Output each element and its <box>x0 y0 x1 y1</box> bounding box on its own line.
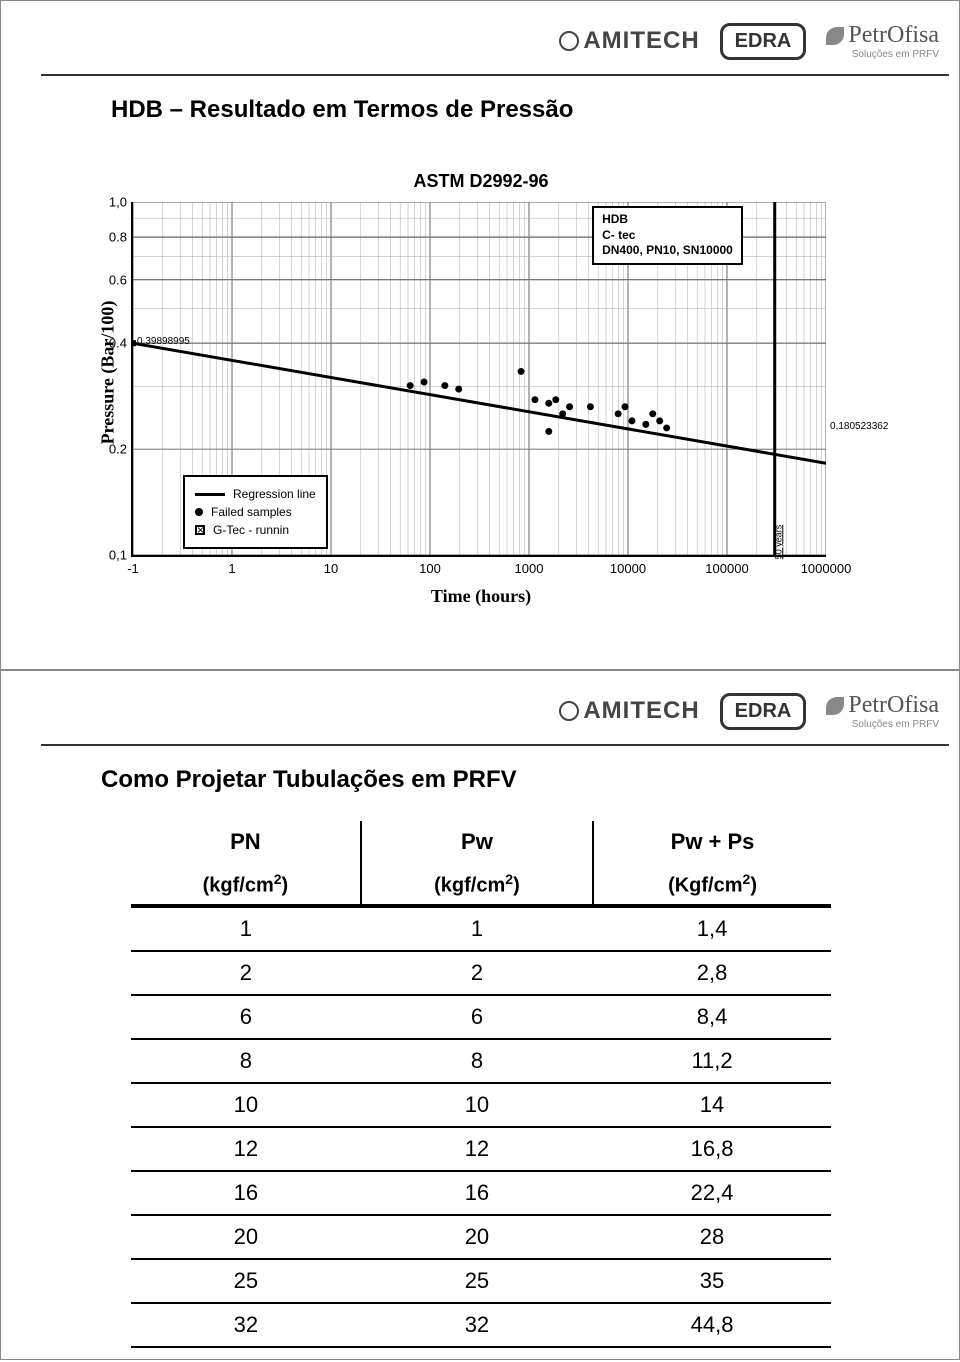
table-cell: 6 <box>361 995 593 1039</box>
x-tick-label: 1000 <box>515 561 544 576</box>
table-cell: 16 <box>361 1171 593 1215</box>
table-cell: 11,2 <box>593 1039 831 1083</box>
logo-amitech-text: AMITECH <box>583 27 699 55</box>
col-pwps: Pw + Ps <box>593 821 831 863</box>
table-row: 323244,8 <box>131 1303 831 1347</box>
table-cell: 1,4 <box>593 906 831 951</box>
table-cell: 6 <box>131 995 361 1039</box>
chart-area: Pressure (Bar/100) 0,10.20.40.60.81,0-11… <box>76 202 886 602</box>
table-row: 121216,8 <box>131 1127 831 1171</box>
table-row: 101014 <box>131 1083 831 1127</box>
unit-pwps: (Kgf/cm2) <box>593 863 831 906</box>
table-row: 8811,2 <box>131 1039 831 1083</box>
table-cell: 25 <box>131 1259 361 1303</box>
x-tick-label: -1 <box>127 561 139 576</box>
table-row: 668,4 <box>131 995 831 1039</box>
plot-region: 0,10.20.40.60.81,0-111010010001000010000… <box>131 202 826 557</box>
table-cell: 12 <box>361 1127 593 1171</box>
table-cell: 1 <box>131 906 361 951</box>
chart-legend: Regression lineFailed samplesG-Tec - run… <box>183 475 328 549</box>
y-tick-label: 0.4 <box>109 336 127 351</box>
slide2-title: Como Projetar Tubulações em PRFV <box>101 766 517 794</box>
col-pn: PN <box>131 821 361 863</box>
logo-amitech: AMITECH <box>559 697 699 725</box>
y-tick-label: 0.6 <box>109 272 127 287</box>
y-tick-label: 1,0 <box>109 195 127 210</box>
logo-petrofisa: PetrOfisa Soluções em PRFV <box>826 22 939 60</box>
logo-edra: EDRA <box>720 23 807 60</box>
table-cell: 16,8 <box>593 1127 831 1171</box>
table-units-row: (kgf/cm2) (kgf/cm2) (Kgf/cm2) <box>131 863 831 906</box>
chart-title: ASTM D2992-96 <box>76 171 886 192</box>
logo-petrofisa: PetrOfisa Soluções em PRFV <box>826 692 939 730</box>
header-logos: AMITECH EDRA PetrOfisa Soluções em PRFV <box>41 16 949 76</box>
table-cell: 20 <box>131 1215 361 1259</box>
chart-wrapper: ASTM D2992-96 Pressure (Bar/100) 0,10.20… <box>76 171 886 621</box>
table-cell: 8 <box>361 1039 593 1083</box>
table-row: 161622,4 <box>131 1171 831 1215</box>
table-cell: 12 <box>131 1127 361 1171</box>
unit-pn: (kgf/cm2) <box>131 863 361 906</box>
table-cell: 32 <box>131 1303 361 1347</box>
col-pw: Pw <box>361 821 593 863</box>
table-cell: 10 <box>361 1083 593 1127</box>
y-tick-label: 0.8 <box>109 230 127 245</box>
x-tick-label: 10000 <box>610 561 646 576</box>
table-cell: 28 <box>593 1215 831 1259</box>
x-axis-label: Time (hours) <box>431 586 531 607</box>
slide-hdb-pressure: AMITECH EDRA PetrOfisa Soluções em PRFV … <box>0 0 960 670</box>
pressure-table: PN Pw Pw + Ps (kgf/cm2) (kgf/cm2) (Kgf/c… <box>131 821 831 1348</box>
table-cell: 8 <box>131 1039 361 1083</box>
y-axis-label: Pressure (Bar/100) <box>97 301 118 445</box>
y-tick-label: 0.2 <box>109 442 127 457</box>
slide-table: AMITECH EDRA PetrOfisa Soluções em PRFV … <box>0 670 960 1360</box>
table-cell: 20 <box>361 1215 593 1259</box>
table-cell: 2,8 <box>593 951 831 995</box>
table-cell: 2 <box>131 951 361 995</box>
logo-amitech: AMITECH <box>559 27 699 55</box>
x-tick-label: 10 <box>324 561 338 576</box>
header-logos-2: AMITECH EDRA PetrOfisa Soluções em PRFV <box>41 686 949 746</box>
table-row: 222,8 <box>131 951 831 995</box>
table-header-row: PN Pw Pw + Ps <box>131 821 831 863</box>
x-tick-label: 100000 <box>705 561 748 576</box>
table-cell: 35 <box>593 1259 831 1303</box>
slide1-title: HDB – Resultado em Termos de Pressão <box>111 96 573 124</box>
table-cell: 22,4 <box>593 1171 831 1215</box>
y-tick-label: 0,1 <box>109 548 127 563</box>
table-cell: 1 <box>361 906 593 951</box>
x-tick-label: 1 <box>228 561 235 576</box>
logo-petrofisa-text: PetrOfisa <box>848 22 939 49</box>
x-tick-label: 1000000 <box>801 561 852 576</box>
regression-end-value: 0,180523362 <box>830 421 888 432</box>
table-cell: 14 <box>593 1083 831 1127</box>
logo-petrofisa-sub: Soluções em PRFV <box>826 49 939 60</box>
table-row: 202028 <box>131 1215 831 1259</box>
logo-edra: EDRA <box>720 693 807 730</box>
table-cell: 10 <box>131 1083 361 1127</box>
regression-start-value: 0,39898995 <box>137 336 190 347</box>
unit-pw: (kgf/cm2) <box>361 863 593 906</box>
table-cell: 16 <box>131 1171 361 1215</box>
table-row: 111,4 <box>131 906 831 951</box>
table-cell: 44,8 <box>593 1303 831 1347</box>
years-marker-label: 50 years <box>773 525 783 560</box>
table-row: 252535 <box>131 1259 831 1303</box>
table-cell: 32 <box>361 1303 593 1347</box>
chart-info-box: HDBC- tecDN400, PN10, SN10000 <box>592 206 743 265</box>
table-cell: 8,4 <box>593 995 831 1039</box>
table-cell: 25 <box>361 1259 593 1303</box>
x-tick-label: 100 <box>419 561 441 576</box>
table-cell: 2 <box>361 951 593 995</box>
